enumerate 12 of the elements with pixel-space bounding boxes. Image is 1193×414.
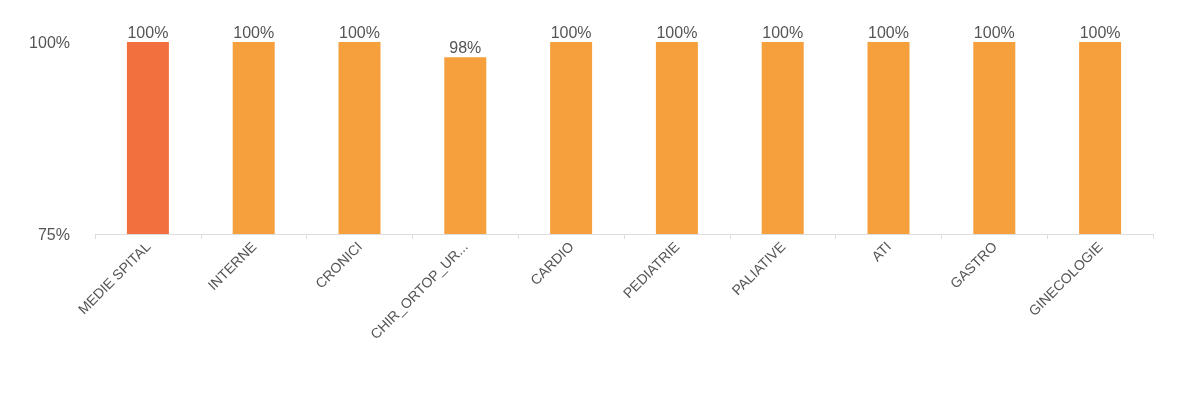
data-label: 100%	[339, 23, 380, 41]
data-label: 100%	[550, 23, 592, 41]
x-tick-label: ATI	[868, 238, 895, 265]
data-label: 100%	[127, 23, 169, 41]
y-tick-label: 75%	[37, 225, 70, 243]
data-label: 100%	[973, 23, 1015, 41]
data-label: 98%	[449, 38, 482, 56]
data-label: 100%	[233, 23, 275, 41]
data-label: 100%	[1079, 23, 1121, 41]
data-label: 100%	[868, 23, 909, 41]
data-label: 100%	[656, 23, 698, 41]
data-label: 100%	[762, 23, 804, 41]
